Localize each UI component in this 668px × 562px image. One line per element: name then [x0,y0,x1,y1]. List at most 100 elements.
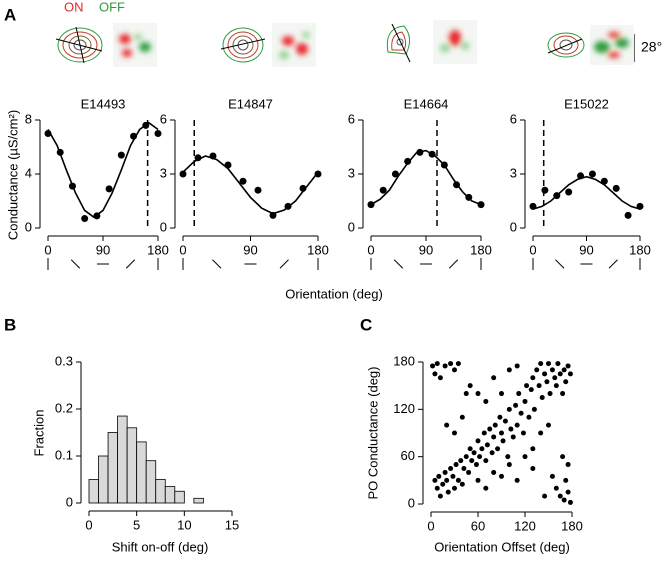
bar [155,479,166,504]
data-point [541,186,549,194]
x-tick-label: 0 [367,242,374,257]
x-tick-label: 5 [133,517,140,532]
data-point [475,391,481,397]
data-point [445,489,451,495]
data-point [440,481,446,487]
data-point [475,438,481,444]
orientation-glyph [279,259,289,269]
bar [145,460,157,504]
data-point [528,387,534,393]
data-point [239,177,247,185]
data-point [563,379,569,385]
data-point [442,363,448,369]
data-point [491,434,497,440]
y-tick-label: 180 [393,353,415,368]
data-point [499,473,504,479]
data-point [455,361,461,367]
y-tick-label: 0 [408,495,415,510]
data-point [506,406,512,412]
data-point [508,426,514,432]
data-point [434,361,440,367]
data-point [518,410,524,416]
data-point [514,477,520,483]
data-point [471,450,477,456]
x-tick-label: 90 [243,242,257,257]
data-point [536,383,542,389]
data-point [453,181,461,189]
y-tick-label: 0 [160,219,167,234]
data-point [379,186,387,194]
data-point [552,375,558,381]
data-point [117,151,125,159]
data-point [284,202,292,210]
data-point [453,462,459,468]
data-point [452,485,457,491]
x-tick-label: 180 [629,242,651,257]
data-point [510,434,516,440]
x-tick-label: 180 [470,242,492,257]
y-tick-label: 0.2 [55,400,73,415]
data-point [612,184,620,192]
data-point [500,438,506,444]
data-point [434,485,440,491]
data-point [520,430,526,436]
data-point [506,367,512,373]
data-point [549,367,555,373]
x-tick-label: 0 [529,242,536,257]
x-tick-label: 120 [514,518,536,533]
data-point [477,454,483,460]
data-point [467,383,473,389]
data-point [105,185,113,193]
data-point [458,458,464,464]
data-point [505,454,511,460]
data-point [130,132,138,140]
data-point [514,363,520,369]
data-point [428,150,436,158]
data-point [314,170,322,178]
data-point [484,442,490,448]
data-point [567,499,573,505]
data-point [553,485,559,491]
data-point [142,121,150,129]
orientation-glyph [212,259,222,269]
data-point [524,383,530,389]
y-axis-label: PO Conductance (deg) [365,367,380,500]
data-point [557,493,563,499]
scale-label: 28° [641,39,662,55]
chart-title: E14493 [81,96,126,111]
chart-title: E14847 [228,96,273,111]
data-point [565,188,573,196]
data-point [209,152,217,160]
y-tick-label: 6 [348,111,355,126]
data-point [477,201,485,209]
data-point [530,375,536,381]
bar [136,441,147,504]
data-point [483,485,489,491]
x-tick-label: 90 [579,242,593,257]
x-tick-label: 0 [85,517,92,532]
data-point [93,212,101,220]
x-tick-label: 10 [177,517,191,532]
fit-curve [47,121,159,219]
data-point [565,462,571,468]
data-point [466,469,472,475]
data-point [437,375,443,381]
x-tick-label: 180 [307,242,329,257]
data-point [391,170,399,178]
data-point [547,391,553,397]
data-point [452,430,457,436]
y-tick-label: 6 [510,111,517,126]
x-tick-label: 15 [225,517,239,532]
data-point [440,161,448,169]
data-point [469,458,475,464]
data-point [560,454,566,460]
data-point [491,375,497,381]
data-point [502,418,508,424]
y-tick-label: 3 [510,165,517,180]
data-point [448,361,454,367]
x-tick-label: 90 [96,242,110,257]
data-point [544,379,550,385]
y-tick-label: 120 [393,401,415,416]
on-label: ON [64,0,84,14]
